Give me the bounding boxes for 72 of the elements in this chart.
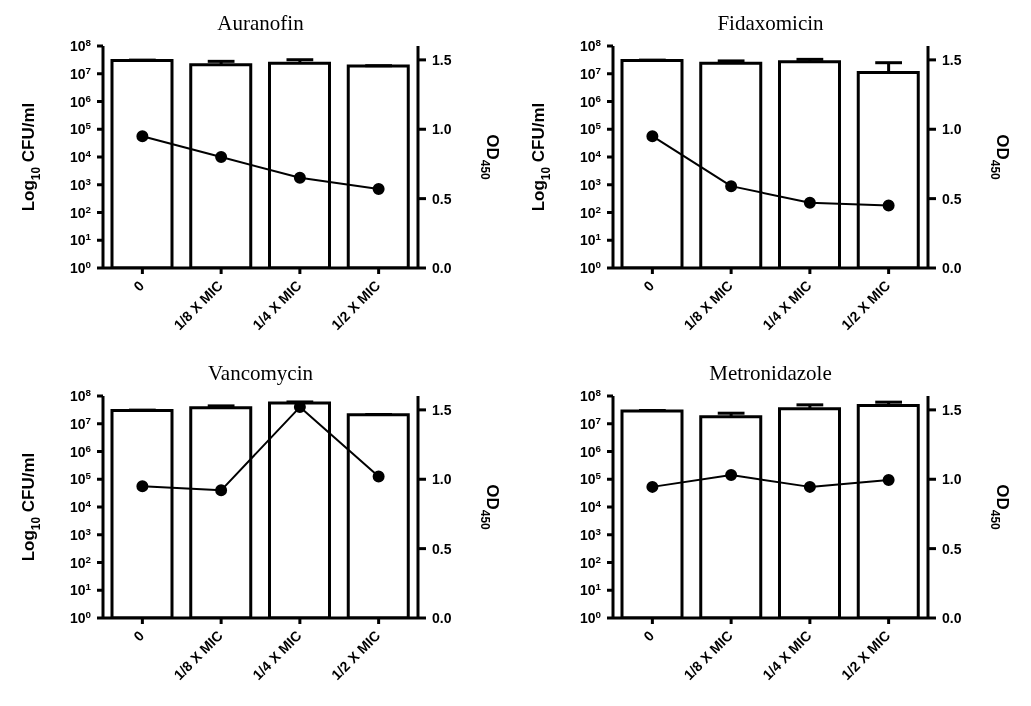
y2-tick-label: 1.0 <box>942 121 962 138</box>
y-tick-label: 10$^{7}$ <box>579 64 602 82</box>
y-tick-label: 10$^{7}$ <box>69 64 92 82</box>
y-tick-label: 10$^{3}$ <box>579 175 602 193</box>
x-tick-label: 1/2 X MIC <box>328 277 384 333</box>
y-tick-label: 10$^{4}$ <box>69 147 92 165</box>
y-tick-label: 10$^{6}$ <box>69 442 92 460</box>
y-tick-label: 10$^{4}$ <box>579 497 602 515</box>
y2-tick-label: 0.0 <box>432 260 452 276</box>
chart-title: Auranofin <box>216 10 305 37</box>
y2-tick-label: 1.5 <box>942 51 962 68</box>
y-tick-label: 10$^{2}$ <box>579 553 602 571</box>
y-tick-label: 10$^{3}$ <box>69 175 92 193</box>
x-tick-label: 1/8 X MIC <box>680 627 736 683</box>
y-tick-label: 10$^{6}$ <box>579 92 602 110</box>
y-tick-label: 10$^{1}$ <box>69 580 92 599</box>
x-tick-label: 1/4 X MIC <box>759 627 815 683</box>
y2-tick-label: 0.0 <box>942 610 962 626</box>
y-tick-label: 10$^{8}$ <box>69 36 92 54</box>
y-tick-label: 10$^{1}$ <box>579 580 602 599</box>
y-tick-label: 10$^{3}$ <box>69 525 92 543</box>
y-tick-label: 10$^{3}$ <box>579 525 602 543</box>
x-tick-label: 1/8 X MIC <box>680 277 736 333</box>
y-tick-label: 10$^{6}$ <box>69 92 92 110</box>
y2-tick-label: 1.5 <box>942 401 962 418</box>
y-tick-label: 10$^{0}$ <box>69 608 92 626</box>
y-tick-label: 10$^{5}$ <box>69 469 92 488</box>
y2-tick-label: 0.5 <box>432 190 452 207</box>
x-tick-label: 0 <box>130 277 148 295</box>
y-tick-label: 10$^{1}$ <box>579 230 602 249</box>
y-tick-label: 10$^{4}$ <box>579 147 602 165</box>
chart-title: Fidaxomicin <box>716 10 825 37</box>
x-tick-label: 0 <box>130 627 148 645</box>
y2-tick-label: 1.0 <box>432 121 452 138</box>
y2-tick-label: 0.5 <box>942 190 962 207</box>
y-tick-label: 10$^{8}$ <box>579 36 602 54</box>
y-tick-label: 10$^{0}$ <box>69 258 92 276</box>
y-tick-label: 10$^{1}$ <box>69 230 92 249</box>
y-tick-label: 10$^{7}$ <box>579 414 602 432</box>
y-tick-label: 10$^{2}$ <box>69 553 92 571</box>
chart-title: Metronidazole <box>708 360 833 387</box>
x-tick-label: 1/2 X MIC <box>838 627 894 683</box>
y2-tick-label: 1.0 <box>942 471 962 488</box>
y2-tick-label: 1.5 <box>432 401 452 418</box>
y-tick-label: 10$^{5}$ <box>579 469 602 488</box>
x-tick-label: 1/8 X MIC <box>170 277 226 333</box>
y-tick-label: 10$^{6}$ <box>579 442 602 460</box>
x-tick-label: 1/4 X MIC <box>249 277 305 333</box>
y-tick-label: 10$^{5}$ <box>579 119 602 138</box>
y2-tick-label: 0.5 <box>942 540 962 557</box>
x-tick-label: 0 <box>640 277 658 295</box>
y-tick-label: 10$^{8}$ <box>69 386 92 404</box>
x-tick-label: 0 <box>640 627 658 645</box>
x-tick-label: 1/2 X MIC <box>838 277 894 333</box>
y2-tick-label: 1.0 <box>432 471 452 488</box>
y2-tick-label: 0.5 <box>432 540 452 557</box>
y-tick-label: 10$^{8}$ <box>579 386 602 404</box>
chart-title: Vancomycin <box>207 360 314 387</box>
x-tick-label: 1/4 X MIC <box>249 627 305 683</box>
x-tick-label: 1/2 X MIC <box>328 627 384 683</box>
y-tick-label: 10$^{0}$ <box>579 258 602 276</box>
y2-tick-label: 0.0 <box>432 610 452 626</box>
y-tick-label: 10$^{5}$ <box>69 119 92 138</box>
y-tick-label: 10$^{2}$ <box>579 203 602 221</box>
y-tick-label: 10$^{0}$ <box>579 608 602 626</box>
x-tick-label: 1/8 X MIC <box>170 627 226 683</box>
y2-tick-label: 0.0 <box>942 260 962 276</box>
x-tick-label: 1/4 X MIC <box>759 277 815 333</box>
y2-tick-label: 1.5 <box>432 51 452 68</box>
y-tick-label: 10$^{7}$ <box>69 414 92 432</box>
y-tick-label: 10$^{4}$ <box>69 497 92 515</box>
y-tick-label: 10$^{2}$ <box>69 203 92 221</box>
